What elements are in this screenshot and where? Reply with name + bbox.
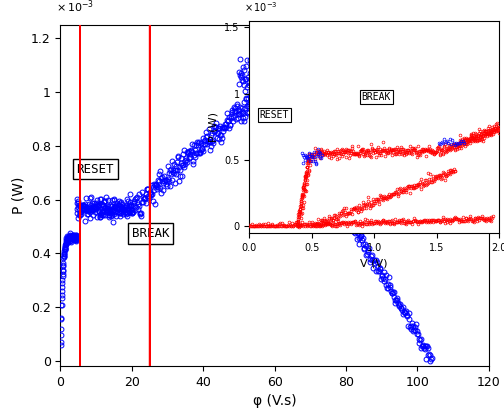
Text: $\times\,10^{-3}$: $\times\,10^{-3}$ xyxy=(244,0,278,14)
Text: BREAK: BREAK xyxy=(132,227,169,240)
X-axis label: V (V): V (V) xyxy=(360,258,388,268)
X-axis label: φ (V.s): φ (V.s) xyxy=(253,394,296,409)
Text: $\times\,10^{-3}$: $\times\,10^{-3}$ xyxy=(56,0,94,15)
Text: BREAK: BREAK xyxy=(362,92,391,102)
Y-axis label: P (W): P (W) xyxy=(11,177,25,214)
Text: RESET: RESET xyxy=(260,109,289,119)
Y-axis label: P (W): P (W) xyxy=(209,112,219,142)
Text: RESET: RESET xyxy=(77,163,114,176)
